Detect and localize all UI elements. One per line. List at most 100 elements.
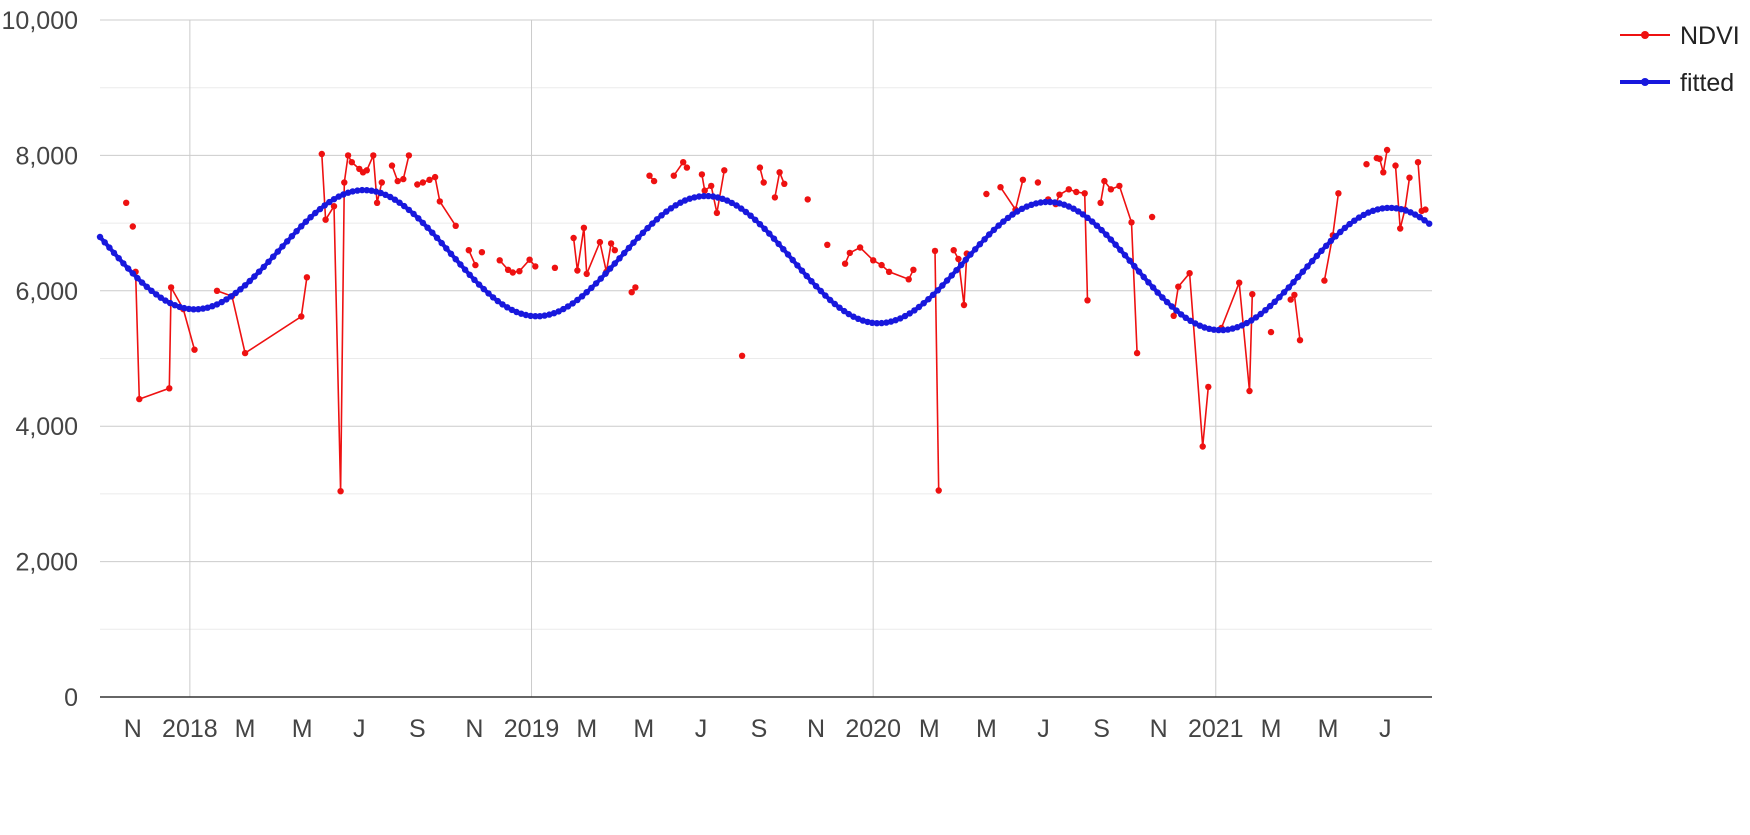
ndvi-point	[478, 249, 486, 256]
fitted-point	[948, 272, 955, 279]
ndvi-point	[1073, 188, 1080, 196]
fitted-point	[761, 225, 768, 232]
ndvi-point	[436, 198, 443, 205]
ndvi-point	[298, 313, 305, 320]
legend: NDVI fitted	[1620, 22, 1740, 97]
fitted-point	[443, 245, 450, 252]
ndvi-point	[363, 167, 370, 174]
fitted-point	[1117, 246, 1124, 254]
ndvi-point	[509, 269, 516, 276]
fitted-point	[747, 212, 754, 219]
fitted-point	[1004, 214, 1012, 222]
fitted-point	[1276, 294, 1283, 301]
fitted-point	[1037, 199, 1044, 206]
fitted-point	[841, 307, 848, 315]
ndvi-point	[878, 261, 885, 269]
ndvi-point	[1081, 190, 1088, 197]
ndvi-point	[414, 181, 421, 188]
fitted-point	[185, 305, 193, 313]
fitted-point	[775, 240, 782, 248]
x-tick-label: J	[353, 715, 366, 743]
x-tick-label: 2020	[845, 715, 901, 743]
ndvi-point	[1101, 177, 1108, 185]
ndvi-point	[997, 184, 1004, 191]
ndvi-point	[1084, 297, 1091, 304]
fitted-point	[354, 187, 361, 194]
fitted-point	[602, 270, 609, 277]
fitted-point	[784, 251, 792, 258]
fitted-point	[124, 265, 132, 272]
legend-entry-ndvi[interactable]: NDVI	[1620, 22, 1740, 50]
fitted-point	[227, 293, 235, 300]
fitted-point	[1042, 198, 1049, 206]
fitted-point	[831, 300, 838, 308]
fitted-point	[878, 319, 885, 327]
fitted-point	[438, 239, 445, 247]
ndvi-point	[885, 268, 893, 275]
fitted-point	[1089, 218, 1096, 225]
fitted-point	[911, 307, 918, 314]
fitted-point	[1379, 205, 1386, 212]
ndvi-line-segment	[1099, 179, 1138, 354]
x-tick-label: M	[235, 715, 256, 743]
fitted-point	[246, 277, 253, 285]
ndvi-point	[905, 276, 912, 283]
fitted-point	[962, 256, 969, 263]
fitted-point	[223, 296, 230, 303]
fitted-point	[358, 186, 366, 194]
fitted-point	[265, 258, 272, 265]
fitted-point	[1149, 284, 1157, 291]
legend-entry-fitted[interactable]: fitted	[1620, 69, 1734, 97]
fitted-point	[415, 215, 422, 222]
fitted-point	[925, 296, 932, 303]
fitted-point	[625, 244, 633, 252]
fitted-point	[485, 290, 492, 297]
fitted-point	[1173, 307, 1180, 314]
fitted-point	[1145, 279, 1152, 286]
fitted-point	[817, 287, 824, 295]
fitted-point	[1154, 289, 1161, 296]
fitted-point	[120, 260, 127, 267]
fitted-point	[447, 250, 455, 257]
ndvi-line-segment	[1417, 162, 1426, 213]
fitted-point	[480, 285, 487, 293]
ndvi-point	[504, 266, 512, 273]
fitted-point	[274, 248, 281, 255]
fitted-point	[1309, 257, 1316, 265]
ndvi-point	[1267, 328, 1275, 336]
fitted-point	[939, 282, 946, 289]
fitted-point	[489, 294, 497, 301]
fitted-point	[260, 263, 267, 271]
fitted-point	[1107, 236, 1115, 243]
ndvi-point	[1246, 387, 1253, 395]
legend-label-ndvi: NDVI	[1680, 22, 1740, 50]
ndvi-point	[532, 263, 539, 270]
ndvi-point	[570, 234, 577, 242]
fitted-point	[143, 283, 150, 290]
y-tick-label: 8,000	[15, 142, 78, 170]
fitted-point	[1248, 317, 1255, 324]
fitted-point	[733, 202, 740, 209]
ndvi-point	[1128, 219, 1135, 226]
fitted-point	[162, 297, 169, 304]
fitted-point	[527, 312, 534, 320]
ndvi-point	[452, 222, 459, 229]
fitted-point	[1177, 311, 1185, 318]
ndvi-point	[1380, 169, 1387, 176]
fitted-point	[148, 287, 155, 294]
ndvi-line-segment	[216, 277, 308, 355]
ndvi-point	[607, 240, 615, 247]
x-tick-label: S	[751, 715, 768, 743]
fitted-point	[1098, 226, 1105, 234]
ndvi-point	[303, 274, 311, 281]
ndvi-point	[771, 194, 779, 201]
ndvi-point	[708, 182, 715, 190]
fitted-point	[302, 218, 310, 225]
legend-label-fitted: fitted	[1680, 69, 1734, 97]
fitted-point	[1351, 217, 1358, 224]
fitted-point	[1140, 273, 1147, 281]
fitted-point	[134, 274, 141, 282]
fitted-point	[1388, 204, 1395, 212]
fitted-point	[826, 296, 834, 304]
fitted-point	[1163, 298, 1171, 306]
